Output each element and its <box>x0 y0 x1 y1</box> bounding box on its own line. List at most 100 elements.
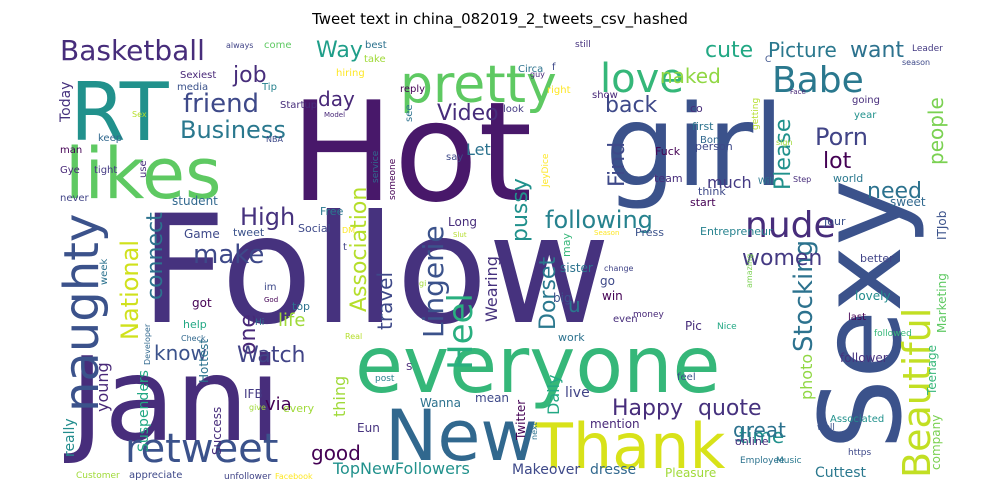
word-dresse: dresse <box>590 462 636 478</box>
word-thank: Thank <box>534 410 725 483</box>
word-dm: DM <box>342 226 355 235</box>
word-please: Please <box>771 119 796 190</box>
word-association: Association <box>347 187 372 312</box>
word-may: may <box>560 233 573 257</box>
word-right: right <box>547 85 571 96</box>
word-face: Face <box>790 88 806 96</box>
word-today: Today <box>58 82 74 124</box>
word-developer: Developer <box>143 323 152 365</box>
word-marketing: Marketing <box>935 273 949 333</box>
word-mean: mean <box>475 391 509 405</box>
word-naked: naked <box>660 64 721 88</box>
word-keep: keep <box>98 133 122 144</box>
word-photo: photo <box>797 354 816 400</box>
word-via: via <box>265 394 292 415</box>
word-feel: feel <box>677 372 696 383</box>
word-im: im <box>264 282 277 293</box>
word-service: service <box>371 150 381 183</box>
word-come: come <box>264 40 292 51</box>
word-media: media <box>177 82 208 93</box>
word-take: take <box>364 54 386 65</box>
word-makeover: Makeover <box>512 462 580 478</box>
word-great: great <box>733 418 786 442</box>
word-topnewfollowers: TopNewFollowers <box>332 459 470 478</box>
word-game: Game <box>184 227 220 241</box>
word-c: C <box>765 55 771 65</box>
word-new: New <box>385 395 538 477</box>
word-big: big <box>553 291 572 305</box>
word-first: first <box>692 120 714 133</box>
word-one: one <box>236 314 261 355</box>
word-young: young <box>93 362 112 412</box>
word-wearing: Wearing <box>482 256 501 322</box>
word-see: see <box>404 104 415 122</box>
word-online: online <box>735 435 769 448</box>
word-sex: Sex <box>132 110 147 119</box>
word-best: best <box>365 40 387 51</box>
word-jani: Jani <box>64 333 281 468</box>
word-someone: someone <box>388 158 398 200</box>
word-let: Let <box>466 140 491 159</box>
word-naughty: naughty <box>54 214 110 412</box>
word-want: want <box>850 38 904 63</box>
chart-title: Tweet text in china_082019_2_tweets_csv_… <box>312 10 688 28</box>
word-twitter: Twitter <box>514 400 528 441</box>
word-u: u <box>568 293 581 317</box>
word-next: next <box>530 422 539 440</box>
word-happy: Happy <box>612 396 683 421</box>
word-video: Video <box>437 101 499 126</box>
word-use: use <box>138 160 149 178</box>
word-go: go <box>600 274 615 288</box>
word-going: going <box>852 95 880 106</box>
word-life: life <box>278 310 305 331</box>
word-find: Find <box>605 142 630 187</box>
word-reply: reply <box>400 84 425 95</box>
word-ifb: IFB <box>244 387 263 401</box>
word-people: people <box>924 97 948 165</box>
word-itjob: ITJob <box>935 211 949 240</box>
word-mention: mention <box>590 417 640 431</box>
word-person: person <box>695 140 733 153</box>
word-unfollower: unfollower <box>224 472 271 482</box>
word-guy: guy <box>530 70 545 79</box>
word-day: day <box>318 87 355 111</box>
word-look: look <box>503 104 524 115</box>
word-daily: Daily <box>544 375 563 415</box>
word-even: even <box>613 314 638 325</box>
word-following: following <box>545 206 653 234</box>
word-good: good <box>311 441 361 465</box>
word-gye: Gye <box>60 165 80 176</box>
word-gi: gi <box>419 279 426 288</box>
word-girl: girl <box>605 82 784 212</box>
word-friend: friend <box>183 89 259 119</box>
word-pic: Pic <box>685 319 702 333</box>
word-sister: sister <box>560 261 593 275</box>
word-better: better <box>860 252 894 265</box>
word-season: season <box>902 58 930 67</box>
word-f: f <box>552 62 556 73</box>
word-step: Step <box>793 175 811 184</box>
word-company: company <box>929 415 943 470</box>
word-need: need <box>867 179 922 204</box>
word-quote: quote <box>698 396 762 421</box>
word-circa: Circa <box>518 64 543 75</box>
word-tight: tight <box>94 165 117 176</box>
word-nba: NBA <box>266 135 283 144</box>
word-year: year <box>854 110 877 121</box>
word-tip: Tip <box>261 82 277 93</box>
word-rt: RT <box>70 66 170 159</box>
word-way: Way <box>316 38 363 63</box>
word-god: God <box>264 296 278 304</box>
word-everyone: everyone <box>355 321 721 411</box>
word-s: S <box>406 362 412 373</box>
word-sign: sign <box>776 138 793 147</box>
word-high: High <box>240 203 295 231</box>
word-hot: Hot <box>290 72 532 233</box>
word-love: love <box>600 56 684 102</box>
word-pussy: pussy <box>508 178 533 242</box>
word-never: never <box>60 193 90 204</box>
word-man: man <box>60 145 82 156</box>
word-student: student <box>172 194 218 208</box>
